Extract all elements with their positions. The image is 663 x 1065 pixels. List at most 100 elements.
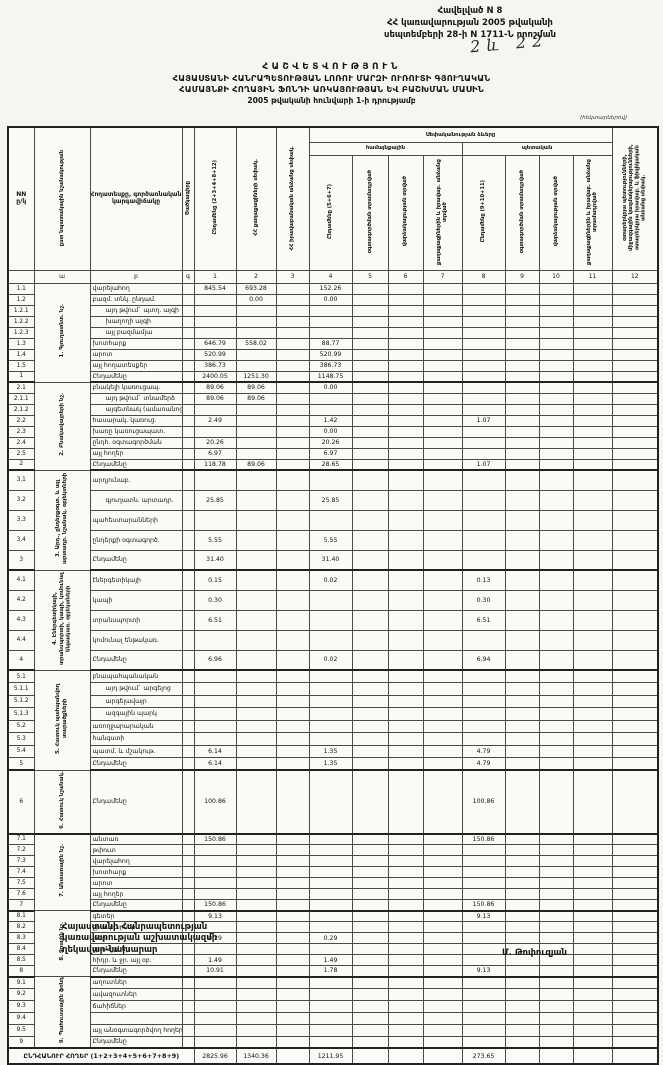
row-label: կապի xyxy=(89,589,183,611)
value-cell-12 xyxy=(611,899,659,912)
value-cell-6 xyxy=(387,381,424,394)
value-cell-10 xyxy=(538,707,574,721)
row-label: գետեր xyxy=(89,910,183,923)
value-cell-4: 0.00 xyxy=(308,381,353,394)
row-label: այլ հողեր xyxy=(89,888,183,901)
value-cell-8 xyxy=(461,529,506,551)
value-cell-4 xyxy=(308,589,353,611)
value-cell-3 xyxy=(275,649,310,672)
value-cell-8 xyxy=(461,293,506,306)
value-cell-11 xyxy=(572,910,613,923)
code-cell xyxy=(181,509,195,531)
value-cell-1 xyxy=(193,694,237,709)
value-cell-7 xyxy=(422,694,463,709)
value-cell-5 xyxy=(351,609,389,631)
value-cell-1: 2.49 xyxy=(193,414,237,427)
value-cell-5 xyxy=(351,649,389,672)
value-cell-6 xyxy=(387,899,424,912)
value-cell-7 xyxy=(422,509,463,531)
row-num: 2.1.1 xyxy=(7,392,35,405)
row-num: 2.4 xyxy=(7,436,35,449)
row-num: 8.5 xyxy=(7,954,35,967)
value-cell-10 xyxy=(538,888,574,901)
value-cell-12 xyxy=(611,932,659,945)
value-cell-1: 31.40 xyxy=(193,549,237,572)
value-cell-11 xyxy=(572,509,613,531)
value-cell-2 xyxy=(235,987,277,1001)
value-cell-3 xyxy=(275,932,310,945)
value-cell-10 xyxy=(538,348,574,361)
value-cell-5 xyxy=(351,348,389,361)
value-cell-3 xyxy=(275,589,310,611)
value-cell-3 xyxy=(275,769,310,835)
value-cell-6 xyxy=(387,436,424,449)
code-cell xyxy=(181,866,195,879)
value-cell-10 xyxy=(538,337,574,350)
row-label: ընդհ. օգտագործման xyxy=(89,436,183,449)
value-cell-12 xyxy=(611,469,659,491)
value-cell-11 xyxy=(572,649,613,672)
value-cell-10 xyxy=(538,589,574,611)
value-cell-4: 88.77 xyxy=(308,337,353,350)
value-cell-10 xyxy=(538,414,574,427)
index-cell: 7 xyxy=(422,269,463,284)
value-cell-9 xyxy=(504,921,540,934)
value-cell-7 xyxy=(422,757,463,772)
value-cell-2 xyxy=(235,682,277,696)
value-cell-6 xyxy=(387,447,424,460)
value-cell-7 xyxy=(422,744,463,759)
value-cell-1 xyxy=(193,999,237,1013)
row-label: ընդերքի օգտագործ. xyxy=(89,529,183,551)
code-cell xyxy=(181,769,195,835)
table-row: 5.1.1 այդ թվում` արգելոց xyxy=(7,682,659,696)
table-row: 1.4 արոտ 520.99 520.99 xyxy=(7,348,659,361)
value-cell-1 xyxy=(193,304,237,317)
value-cell-10 xyxy=(538,315,574,328)
value-cell-2: 1251.30 xyxy=(235,370,277,384)
value-cell-11 xyxy=(572,921,613,934)
value-cell-12 xyxy=(611,282,659,295)
value-cell-5 xyxy=(351,589,389,611)
table-row: 7.3 վարելահող xyxy=(7,855,659,868)
value-cell-2 xyxy=(235,569,277,591)
value-cell-5 xyxy=(351,489,389,511)
appendix-reference: Հավելված N 8 ՀՀ կառավարության 2005 թվակա… xyxy=(285,6,655,42)
value-cell-8 xyxy=(461,866,506,879)
value-cell-4 xyxy=(308,326,353,339)
value-cell-1 xyxy=(193,1011,237,1025)
value-cell-6 xyxy=(387,458,424,472)
value-cell-10 xyxy=(538,649,574,672)
code-cell xyxy=(181,732,195,746)
value-cell-1: 6.14 xyxy=(193,757,237,772)
section-label: 5. Հատուկ պահպանվող տարածքների xyxy=(33,669,91,771)
value-cell-9 xyxy=(504,769,540,835)
row-num: 2 xyxy=(7,458,35,472)
value-cell-1 xyxy=(193,707,237,721)
value-cell-2 xyxy=(235,315,277,328)
table-row: 4.1 4. Էներգետիկայի, տրանսպորտի, կապի, կո… xyxy=(7,569,659,671)
code-cell xyxy=(181,359,195,372)
value-cell-6 xyxy=(387,549,424,572)
code-cell xyxy=(181,855,195,868)
value-cell-8 xyxy=(461,403,506,416)
value-cell-9 xyxy=(504,436,540,449)
value-cell-7 xyxy=(422,304,463,317)
value-cell-11 xyxy=(572,888,613,901)
value-cell-12 xyxy=(611,489,659,511)
value-cell-9 xyxy=(504,855,540,868)
value-cell-7 xyxy=(422,403,463,416)
value-cell-11 xyxy=(572,732,613,746)
value-cell-2 xyxy=(235,694,277,709)
value-cell-5 xyxy=(351,899,389,912)
value-cell-2 xyxy=(235,833,277,846)
value-cell-9 xyxy=(504,304,540,317)
value-cell-3 xyxy=(275,458,310,472)
value-cell-6 xyxy=(387,954,424,967)
value-cell-2 xyxy=(235,1035,277,1050)
value-cell-1 xyxy=(193,315,237,328)
table-row: 4.2 կապի 0.30 0.30 xyxy=(7,589,659,611)
value-cell-6 xyxy=(387,414,424,427)
row-num: 7.4 xyxy=(7,866,35,879)
row-label: բազմ. տնկ. ընդամ. xyxy=(89,293,183,306)
table-row: 4.3 տրանսպորտի 6.51 6.51 xyxy=(7,609,659,631)
